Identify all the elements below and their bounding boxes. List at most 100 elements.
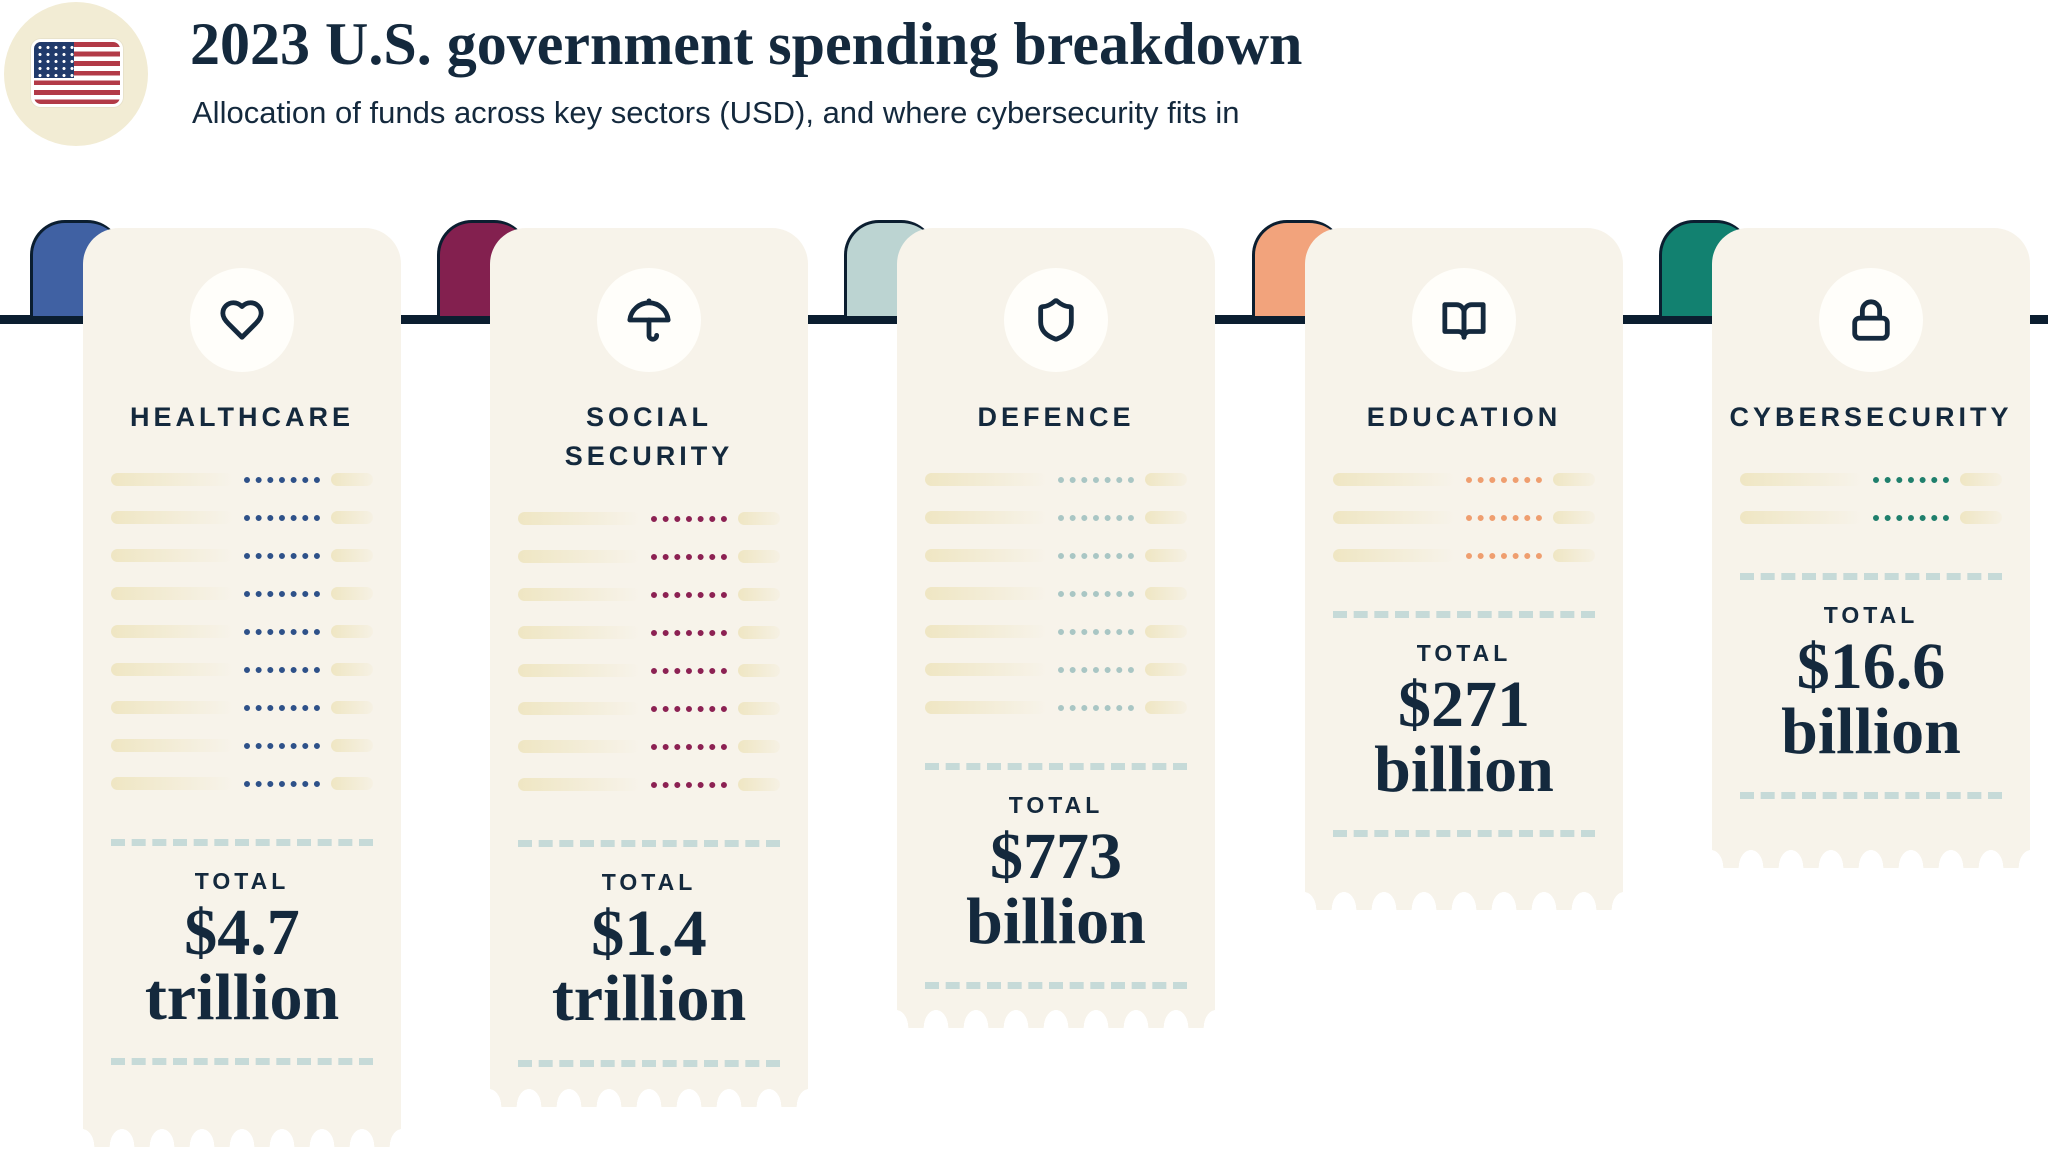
row-bar-right — [738, 550, 780, 564]
receipt-rows — [518, 512, 780, 816]
category-label: HEALTHCARE — [130, 402, 354, 432]
row-dots — [651, 515, 727, 522]
amount-unit: trillion — [551, 961, 747, 1035]
row-bar-left — [1740, 473, 1862, 487]
receipt-paper: DEFENCE TOTAL $773 billion — [897, 228, 1215, 1006]
row-bar-left — [111, 663, 233, 677]
receipt-row — [1333, 473, 1595, 487]
row-dots — [1058, 666, 1134, 673]
receipt-row — [111, 701, 373, 715]
total-label: TOTAL — [194, 868, 290, 895]
row-bar-left — [1333, 473, 1455, 487]
row-bar-right — [738, 588, 780, 602]
receipt-rows — [1740, 473, 2002, 549]
row-bar-right — [738, 778, 780, 792]
category-label: CYBERSECURITY — [1729, 402, 2013, 432]
row-dots — [1466, 514, 1542, 521]
open-book-icon — [1412, 268, 1516, 372]
receipt-row — [111, 587, 373, 601]
receipt-row — [111, 511, 373, 525]
category-label: EDUCATION — [1366, 402, 1562, 432]
scallop-edge — [83, 1125, 401, 1147]
amount-value: $4.7 — [184, 896, 300, 970]
row-bar-left — [925, 625, 1047, 639]
dashed-divider — [111, 1058, 373, 1066]
shield-icon — [1004, 268, 1108, 372]
row-bar-right — [1145, 511, 1187, 525]
scallop-edge — [490, 1085, 808, 1107]
row-bar-left — [925, 549, 1047, 563]
row-bar-right — [331, 587, 373, 601]
row-bar-right — [331, 473, 373, 487]
row-dots — [1058, 590, 1134, 597]
receipt-row — [518, 702, 780, 716]
row-bar-right — [331, 777, 373, 791]
total-amount: $271 billion — [1374, 672, 1554, 802]
row-bar-left — [518, 664, 640, 678]
row-dots — [651, 705, 727, 712]
us-flag — [31, 39, 123, 107]
amount-value: $1.4 — [591, 897, 707, 971]
row-bar-right — [738, 626, 780, 640]
receipt-row — [518, 626, 780, 640]
row-bar-left — [518, 512, 640, 526]
receipt-paper: SOCIAL SECURITY TOTAL $1.4 trillion — [490, 228, 808, 1085]
row-dots — [651, 781, 727, 788]
row-dots — [1466, 476, 1542, 483]
receipt-row — [925, 473, 1187, 487]
receipt-row — [518, 778, 780, 792]
dashed-divider — [1333, 830, 1595, 838]
receipt-education: EDUCATION TOTAL $271 billion — [1252, 220, 1623, 910]
row-bar-right — [1145, 625, 1187, 639]
row-dots — [1873, 514, 1949, 521]
row-bar-right — [1145, 549, 1187, 563]
amount-unit: billion — [1781, 694, 1961, 768]
row-bar-right — [1145, 701, 1187, 715]
us-flag-canton — [34, 42, 74, 78]
dashed-divider — [1740, 573, 2002, 581]
row-bar-right — [1553, 473, 1595, 487]
row-dots — [651, 629, 727, 636]
row-bar-left — [111, 473, 233, 487]
dashed-divider — [1740, 792, 2002, 800]
receipt-row — [925, 511, 1187, 525]
row-bar-right — [1553, 511, 1595, 525]
row-bar-right — [331, 739, 373, 753]
receipt-row — [1740, 511, 2002, 525]
receipt-row — [518, 550, 780, 564]
total-amount: $773 billion — [966, 824, 1146, 954]
row-dots — [244, 552, 320, 559]
row-dots — [244, 628, 320, 635]
receipt-row — [518, 740, 780, 754]
receipt-row — [111, 625, 373, 639]
row-dots — [244, 590, 320, 597]
receipt-rows — [925, 473, 1187, 739]
receipt-row — [1740, 473, 2002, 487]
category-label: SOCIAL SECURITY — [564, 402, 734, 472]
dashed-divider — [925, 982, 1187, 990]
heart-icon — [190, 268, 294, 372]
lock-icon — [1819, 268, 1923, 372]
receipt-row — [925, 549, 1187, 563]
receipt-row — [925, 663, 1187, 677]
row-dots — [651, 591, 727, 598]
receipt-row — [925, 587, 1187, 601]
row-bar-left — [925, 701, 1047, 715]
scallop-edge — [1305, 888, 1623, 910]
receipt-rows — [111, 473, 373, 815]
receipt-rows — [1333, 473, 1595, 587]
row-bar-right — [1960, 473, 2002, 487]
row-bar-right — [738, 512, 780, 526]
receipt-healthcare: HEALTHCARE TOTAL $4.7 trillion — [30, 220, 401, 1147]
dashed-divider — [925, 763, 1187, 771]
dashed-divider — [518, 840, 780, 848]
row-bar-left — [518, 778, 640, 792]
row-bar-right — [331, 549, 373, 563]
dashed-divider — [518, 1059, 780, 1067]
total-amount: $1.4 trillion — [551, 897, 747, 1035]
row-dots — [651, 553, 727, 560]
receipt-paper: HEALTHCARE TOTAL $4.7 trillion — [83, 228, 401, 1125]
row-bar-left — [111, 625, 233, 639]
umbrella-icon — [597, 268, 701, 372]
row-bar-left — [925, 473, 1047, 487]
